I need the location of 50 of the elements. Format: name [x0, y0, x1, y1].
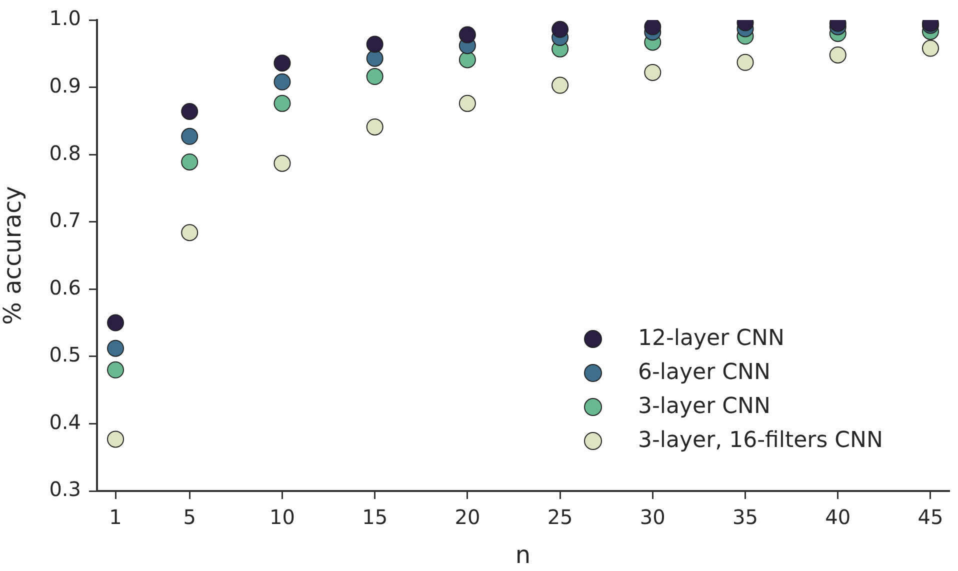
point — [458, 51, 476, 68]
point — [181, 153, 198, 170]
point — [107, 340, 124, 357]
point — [366, 36, 384, 53]
point — [552, 20, 569, 38]
x-tick-label: 35 — [732, 505, 758, 530]
y-tick-label: 0.9 — [49, 73, 81, 98]
x-tick-label: 40 — [825, 505, 851, 530]
point — [458, 26, 476, 44]
point — [366, 118, 384, 136]
y-tick-label: 0.7 — [49, 208, 81, 232]
y-tick-label: 1.0 — [49, 6, 81, 30]
point — [107, 430, 124, 448]
point — [552, 76, 569, 94]
legend-label: 6-layer CNN — [638, 359, 770, 387]
y-tick-label: 0.4 — [49, 410, 81, 434]
x-tick-label: 1 — [109, 505, 122, 530]
point — [107, 361, 124, 378]
x-tick-label: 20 — [454, 505, 480, 530]
y-tick-label: 0.5 — [49, 342, 81, 367]
point — [922, 40, 939, 57]
point — [274, 54, 291, 72]
y-tick-label: 0.8 — [49, 140, 81, 165]
point — [366, 50, 384, 67]
point — [181, 128, 198, 145]
x-tick-label: 25 — [547, 505, 573, 530]
x-tick-label: 15 — [362, 505, 388, 530]
point — [274, 73, 291, 90]
y-axis-title: % accuracy — [0, 186, 27, 325]
legend-label: 3-layer, 16-filters CNN — [638, 427, 883, 455]
point — [458, 94, 476, 112]
x-tick-label: 5 — [183, 505, 196, 530]
x-tick-label: 10 — [269, 505, 295, 530]
point — [274, 94, 291, 112]
legend-label: 3-layer CNN — [638, 393, 770, 421]
x-axis-title: n — [515, 540, 531, 569]
point — [181, 103, 198, 120]
x-tick-label: 45 — [918, 505, 944, 530]
point — [644, 20, 662, 36]
point — [107, 314, 124, 332]
x-tick-label: 30 — [640, 505, 666, 530]
point — [644, 64, 662, 81]
y-tick-label: 0.3 — [49, 477, 81, 502]
point — [181, 224, 198, 242]
y-tick-label: 0.6 — [49, 275, 81, 300]
point — [274, 154, 291, 172]
point — [736, 54, 754, 71]
point — [366, 68, 384, 86]
legend-label: 12-layer CNN — [638, 325, 784, 353]
point — [829, 46, 846, 64]
